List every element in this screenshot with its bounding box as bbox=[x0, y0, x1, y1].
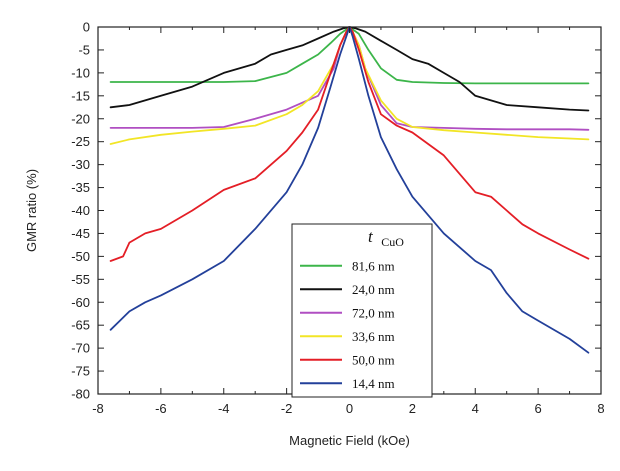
y-tick-label: -20 bbox=[71, 111, 90, 126]
series-line-1 bbox=[109, 26, 590, 85]
y-tick-label: -25 bbox=[71, 134, 90, 149]
x-tick-label: 8 bbox=[597, 401, 604, 416]
y-tick-label: -40 bbox=[71, 203, 90, 218]
legend-title-subscript: CuO bbox=[381, 235, 404, 249]
y-tick-label: -30 bbox=[71, 157, 90, 172]
x-tick-label: 2 bbox=[409, 401, 416, 416]
y-tick-label: 0 bbox=[83, 20, 90, 35]
axes-layer: -8 -6 -4 -2 0 2 4 6 80-5-10-15-20-25-30-35-40-45… bbox=[71, 20, 604, 417]
legend-label-3: 72,0 nm bbox=[352, 305, 395, 320]
y-tick-label: -5 bbox=[78, 42, 90, 57]
legend-title-symbol: t bbox=[368, 227, 374, 246]
series-line-2 bbox=[109, 26, 590, 112]
y-tick-label: -15 bbox=[71, 88, 90, 103]
x-tick-label: -8 bbox=[92, 401, 104, 416]
y-tick-label: -50 bbox=[71, 249, 90, 264]
legend-items: 81,6 nm 24,0 nm 72,0 nm 33,6 nm 50,0 nm 14,4 … bbox=[300, 258, 395, 391]
legend-label-2: 24,0 nm bbox=[352, 282, 395, 297]
legend-box bbox=[291, 223, 433, 398]
legend: t CuO 81,6 nm 24,0 nm 72,0 nm 33,6 nm 50,0 n… bbox=[291, 223, 433, 398]
y-tick-label: -10 bbox=[71, 65, 90, 80]
x-tick-label: -2 bbox=[281, 401, 293, 416]
y-axis-title: GMR ratio (%) bbox=[24, 169, 39, 252]
y-tick-label: -35 bbox=[71, 180, 90, 195]
y-tick-label: -65 bbox=[71, 318, 90, 333]
y-tick-label: -75 bbox=[71, 364, 90, 379]
x-axis-title: Magnetic Field (kOe) bbox=[289, 433, 410, 448]
x-tick-label: -4 bbox=[218, 401, 230, 416]
legend-label-5: 50,0 nm bbox=[352, 352, 395, 367]
legend-title: t CuO bbox=[368, 227, 404, 249]
y-tick-label: -70 bbox=[71, 341, 90, 356]
legend-label-4: 33,6 nm bbox=[352, 329, 395, 344]
y-tick-label: -60 bbox=[71, 295, 90, 310]
y-tick-label: -80 bbox=[71, 387, 90, 402]
x-tick-label: 6 bbox=[535, 401, 542, 416]
legend-label-1: 81,6 nm bbox=[352, 258, 395, 273]
x-tick-label: -6 bbox=[155, 401, 167, 416]
legend-label-6: 14,4 nm bbox=[352, 376, 395, 391]
y-tick-label: -45 bbox=[71, 226, 90, 241]
y-tick-label: -55 bbox=[71, 272, 90, 287]
series-line-4 bbox=[109, 26, 590, 145]
x-tick-label: 0 bbox=[346, 401, 353, 416]
x-tick-label: 4 bbox=[472, 401, 479, 416]
series-line-3 bbox=[109, 26, 590, 131]
